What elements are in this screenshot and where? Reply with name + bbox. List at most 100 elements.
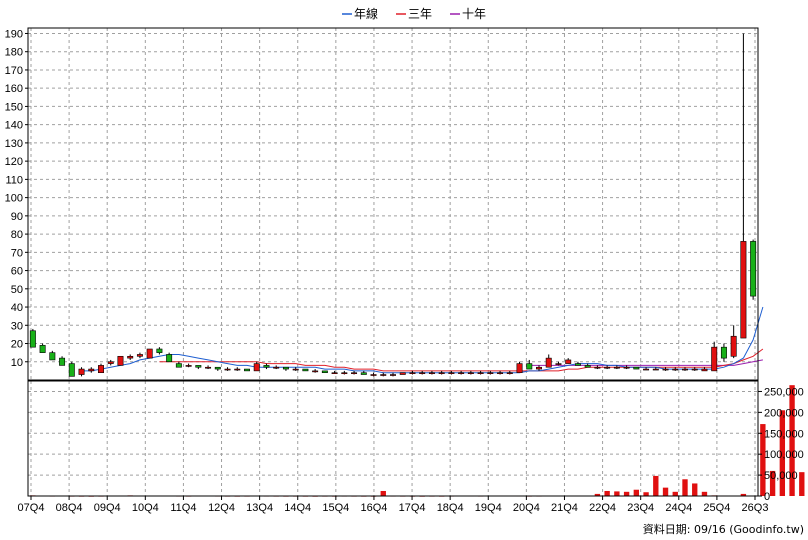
candle-body-68 <box>691 368 698 371</box>
candle-body-12 <box>146 348 153 359</box>
candle-body-59 <box>604 366 611 369</box>
candle-body-41 <box>428 372 435 375</box>
volume-bar-75 <box>760 424 766 496</box>
x-tick-label-6: 13Q4 <box>246 502 273 514</box>
price-tick-labels: 10 20 30 40 50 60 70 80 90 100 110 120 130 140 150 160 1… <box>5 28 28 369</box>
legend-label-2: 十年 <box>462 7 486 21</box>
volume-bar-73 <box>740 493 747 496</box>
candle-body-36 <box>380 374 387 376</box>
x-tick-label-12: 19Q4 <box>475 502 502 514</box>
candle-body-32 <box>341 372 348 375</box>
candle-body-55 <box>565 359 572 364</box>
price-tick-label-6: 70 <box>11 247 23 259</box>
candle-body-6 <box>88 368 95 372</box>
candle-body-8 <box>107 361 114 364</box>
x-tick-label-14: 21Q4 <box>551 502 578 514</box>
volume-tick-label-5: 250,000 <box>764 386 804 398</box>
volume-tick-label-1: 50,000 <box>764 470 798 482</box>
price-tick-label-2: 30 <box>11 320 23 332</box>
candle-body-73 <box>740 241 747 339</box>
price-tick-label-9: 100 <box>5 193 23 205</box>
candle-body-16 <box>185 365 192 367</box>
x-tick-label-0: 07Q4 <box>18 502 45 514</box>
candle-body-51 <box>526 363 533 370</box>
price-tick-label-18: 190 <box>5 28 23 40</box>
candlesticks <box>29 33 757 377</box>
x-tick-label-7: 14Q4 <box>284 502 311 514</box>
price-tick-label-5: 60 <box>11 266 23 278</box>
x-tick-label-3: 10Q4 <box>132 502 159 514</box>
candle-body-29 <box>312 370 319 373</box>
candle-body-60 <box>613 366 620 369</box>
x-tick-label-2: 09Q4 <box>94 502 121 514</box>
candle-body-66 <box>672 368 679 371</box>
candle-body-58 <box>594 366 601 369</box>
candle-body-22 <box>244 368 250 372</box>
candle-body-47 <box>487 372 494 375</box>
axes <box>27 27 759 497</box>
price-tick-label-14: 150 <box>5 101 23 113</box>
legend: 年線 三年 十年 <box>342 6 486 21</box>
candle-body-31 <box>331 372 338 375</box>
legend-label-0: 年線 <box>354 6 378 21</box>
x-tick-label-15: 22Q4 <box>589 502 616 514</box>
source-label: 資料日期: 09/16 (Goodinfo.tw) <box>643 522 804 536</box>
candle-body-4 <box>68 363 75 377</box>
candle-body-26 <box>282 366 289 370</box>
volume-tick-label-4: 200,000 <box>764 407 804 419</box>
volume-tick-label-3: 150,000 <box>764 428 804 440</box>
volume-bar-66 <box>672 491 678 496</box>
volume-bar-60 <box>614 491 620 496</box>
candle-body-40 <box>419 372 426 375</box>
volume-bar-63 <box>643 492 649 496</box>
candle-body-69 <box>701 368 708 372</box>
price-tick-label-8: 90 <box>11 211 23 223</box>
price-tick-label-11: 120 <box>5 156 23 168</box>
candle-body-42 <box>438 372 445 375</box>
x-tick-label-17: 24Q4 <box>665 502 692 514</box>
volume-bar-36 <box>380 490 386 496</box>
candle-body-49 <box>506 372 513 375</box>
candle-body-61 <box>623 366 630 369</box>
candle-body-65 <box>662 368 669 371</box>
price-tick-label-17: 180 <box>5 47 23 59</box>
x-tick-label-11: 18Q4 <box>437 502 464 514</box>
volume-bar-76 <box>769 470 776 496</box>
volume-bar-64 <box>653 475 659 496</box>
candle-body-50 <box>516 363 523 374</box>
x-tick-label-10: 17Q4 <box>399 502 426 514</box>
volume-bar-65 <box>662 487 669 496</box>
volume-panel-frame <box>27 380 759 497</box>
candle-body-17 <box>195 365 202 368</box>
candle-body-11 <box>136 354 143 357</box>
price-tick-label-15: 160 <box>5 83 23 95</box>
candle-body-48 <box>497 372 504 375</box>
candle-body-57 <box>584 365 591 368</box>
price-tick-label-12: 130 <box>5 138 23 150</box>
candle-body-35 <box>370 374 377 376</box>
candle-body-44 <box>458 372 465 375</box>
candle-body-34 <box>360 372 367 375</box>
price-tick-label-10: 110 <box>5 174 23 186</box>
x-tick-label-8: 15Q4 <box>322 502 349 514</box>
candle-body-43 <box>448 372 455 375</box>
candle-body-15 <box>175 363 182 368</box>
candle-body-3 <box>59 357 66 366</box>
volume-bar-68 <box>692 483 698 496</box>
volume-bar-79 <box>799 472 805 496</box>
candle-body-33 <box>351 372 358 375</box>
volume-bar-61 <box>623 491 630 496</box>
candle-body-30 <box>321 370 328 374</box>
candle-body-64 <box>652 368 659 371</box>
candle-body-19 <box>214 366 221 370</box>
x-tick-labels: 07Q4 08Q4 09Q4 10Q4 11Q4 12Q4 13Q4 14Q4 15Q4 16Q4… <box>18 496 768 514</box>
volume-bar-69 <box>701 491 708 496</box>
candle-body-62 <box>633 366 640 370</box>
candle-body-5 <box>78 368 85 375</box>
x-tick-label-9: 16Q4 <box>360 502 387 514</box>
candle-body-2 <box>49 352 56 361</box>
x-tick-label-18: 25Q4 <box>703 502 730 514</box>
candle-body-46 <box>477 372 484 375</box>
x-tick-label-5: 12Q4 <box>208 502 235 514</box>
